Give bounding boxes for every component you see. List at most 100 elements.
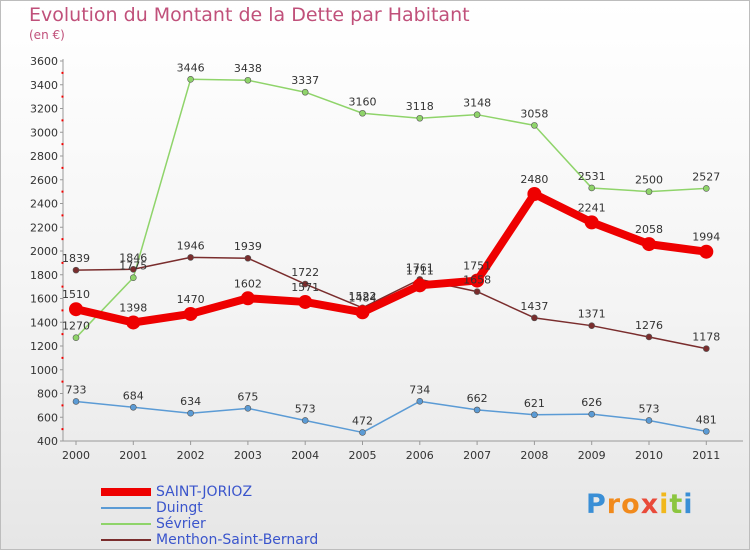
data-point <box>470 273 485 288</box>
data-point <box>130 265 137 273</box>
data-label: 3438 <box>234 62 262 75</box>
data-label: 1846 <box>119 251 147 264</box>
legend-label: SAINT-JORIOZ <box>156 484 253 500</box>
y-tick-label: 3400 <box>30 79 58 92</box>
data-label: 3058 <box>520 107 548 120</box>
data-point <box>473 288 481 295</box>
y-tick-label: 800 <box>37 388 58 401</box>
series-line <box>75 78 707 339</box>
data-label: 733 <box>66 383 87 396</box>
y-minor-tick <box>61 428 64 431</box>
data-label: 1270 <box>62 320 90 333</box>
x-tick-label: 2009 <box>578 449 606 462</box>
data-label: 472 <box>352 414 373 427</box>
series-line <box>75 256 707 350</box>
data-point <box>72 334 80 341</box>
data-label: 1484 <box>349 291 377 304</box>
data-label: 1722 <box>291 266 319 279</box>
data-label: 1711 <box>406 264 434 277</box>
data-label: 573 <box>639 402 660 415</box>
data-point <box>69 302 83 317</box>
data-point <box>645 333 653 341</box>
legend-swatch <box>101 539 151 541</box>
data-label: 621 <box>524 397 545 410</box>
data-point <box>473 111 481 118</box>
data-label: 3337 <box>291 74 319 87</box>
y-tick-label: 600 <box>37 411 58 424</box>
data-label: 1751 <box>463 260 491 273</box>
y-minor-tick <box>61 261 64 264</box>
data-point <box>642 237 656 252</box>
data-label: 1839 <box>62 252 90 265</box>
data-label: 2241 <box>578 201 606 214</box>
data-label: 1276 <box>635 319 663 332</box>
logo-letter: x <box>640 489 660 520</box>
data-point <box>531 122 538 129</box>
data-point <box>584 215 599 230</box>
y-minor-tick <box>61 143 64 146</box>
x-tick-label: 2008 <box>520 449 548 462</box>
axes: 400 600 800 1000 1200 1400 1600 1800 2000 2200 240… <box>30 55 743 462</box>
legend-label: Sévrier <box>156 516 206 532</box>
data-labels: 733 684 634 675 573 472 734 662 621 626 573 481 1270… <box>62 61 720 427</box>
y-minor-tick <box>61 309 64 312</box>
y-minor-tick <box>61 71 64 74</box>
data-point <box>702 428 710 435</box>
data-point <box>130 403 137 411</box>
data-point <box>527 187 542 201</box>
data-label: 1371 <box>578 308 606 321</box>
y-tick-label: 2800 <box>30 150 58 163</box>
x-tick-label: 2002 <box>177 449 205 462</box>
x-tick-label: 2011 <box>692 449 720 462</box>
y-tick-label: 1400 <box>30 316 58 329</box>
x-tick-label: 2007 <box>463 449 491 462</box>
data-label: 481 <box>696 413 717 426</box>
y-minor-tick <box>61 333 64 336</box>
data-point <box>244 405 252 412</box>
logo-letter: t <box>669 489 684 520</box>
data-label: 1602 <box>234 277 262 290</box>
data-point <box>240 291 255 306</box>
y-tick-label: 400 <box>37 435 58 448</box>
data-point <box>126 315 141 330</box>
proxiti-logo: Proxiti <box>586 489 694 520</box>
y-minor-tick <box>61 356 64 359</box>
data-label: 1775 <box>119 260 147 273</box>
data-point <box>187 75 194 83</box>
data-point <box>301 280 309 288</box>
data-point <box>588 322 596 329</box>
data-label: 1939 <box>234 240 262 253</box>
data-point <box>645 188 653 195</box>
data-point <box>416 114 424 122</box>
y-minor-tick <box>61 214 64 217</box>
data-label: 684 <box>123 389 144 402</box>
data-label: 573 <box>295 402 316 415</box>
data-point <box>187 254 194 261</box>
data-point <box>645 417 653 424</box>
y-tick-label: 2000 <box>30 245 58 258</box>
y-tick-label: 1600 <box>30 293 58 306</box>
data-label: 2527 <box>692 170 720 183</box>
y-minor-tick <box>61 119 64 122</box>
x-tick-label: 2004 <box>291 449 319 462</box>
data-point <box>588 184 596 192</box>
data-point <box>531 411 538 419</box>
logo-letter: i <box>659 489 670 520</box>
data-point <box>359 429 366 436</box>
data-point <box>72 398 80 405</box>
data-label: 3446 <box>177 61 205 74</box>
x-tick-label: 2003 <box>234 449 262 462</box>
y-minor-tick <box>61 95 64 98</box>
data-label: 1510 <box>62 288 90 301</box>
data-label: 634 <box>180 395 201 408</box>
data-label: 2480 <box>520 173 548 186</box>
data-point <box>699 244 714 259</box>
data-label: 2058 <box>635 223 663 236</box>
y-tick-label: 3000 <box>30 126 58 139</box>
y-minor-tick <box>61 166 64 169</box>
data-point <box>473 406 481 414</box>
data-label: 734 <box>409 383 430 396</box>
series-line <box>75 400 707 434</box>
y-tick-label: 1200 <box>30 340 58 353</box>
chart-title: Evolution du Montant de la Dette par Hab… <box>29 4 470 26</box>
